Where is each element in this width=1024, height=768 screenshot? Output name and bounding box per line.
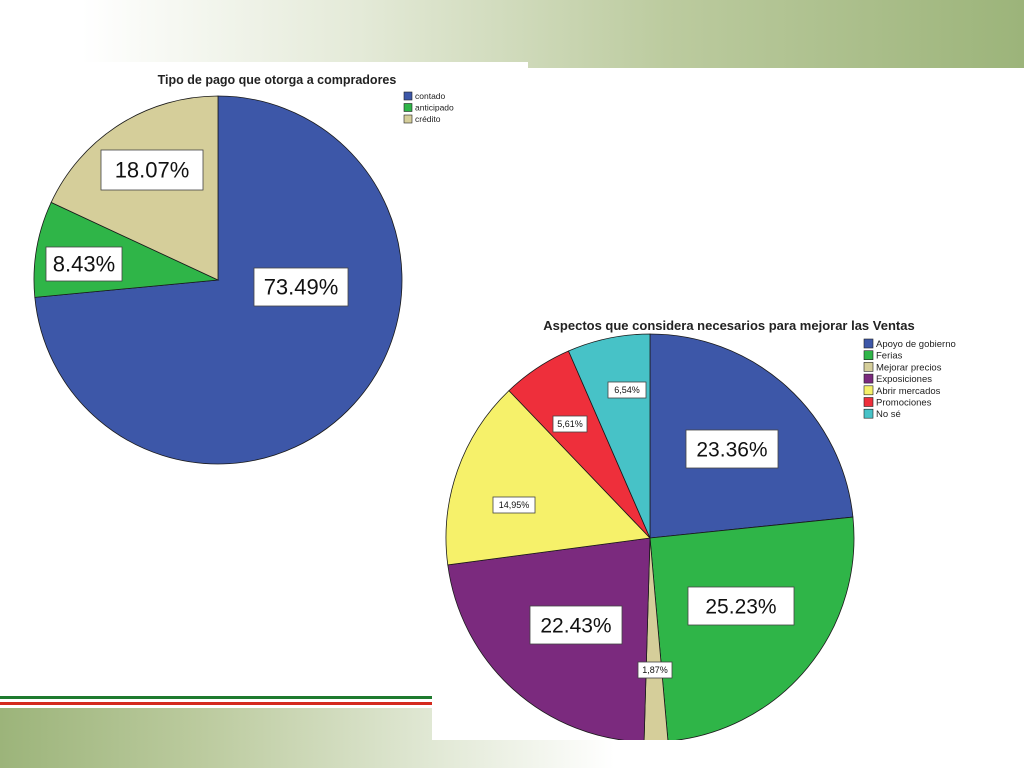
legend-swatch-ferias	[863, 350, 874, 361]
data-label-box-ferias	[687, 586, 795, 626]
green-stripe	[0, 696, 432, 699]
data-label-box-apoyo-de-gobierno	[685, 429, 779, 469]
chart-title: Aspectos que considera necesarios para m…	[543, 318, 914, 333]
legend-swatch-anticipado	[403, 103, 413, 112]
pie-chart-sales: Aspectos que considera necesarios para m…	[445, 318, 956, 740]
pie-chart-payment: Tipo de pago que otorga a compradores co…	[33, 73, 454, 465]
data-label-exposiciones: 22.43%	[540, 614, 611, 637]
legend-label-mejorar-precios: Mejorar precios	[876, 362, 942, 373]
legend-swatch-apoyo-de-gobierno	[863, 338, 874, 349]
legend-label-apoyo-de-gobierno: Apoyo de gobierno	[876, 339, 956, 350]
legend-label-exposiciones: Exposiciones	[876, 374, 932, 385]
legend-swatch-credito	[403, 114, 413, 124]
data-label-box-anticipado	[45, 246, 123, 282]
top-decorative-band	[0, 0, 1024, 68]
data-label-box-no-se	[607, 381, 647, 399]
data-label-box-abrir-mercados	[492, 496, 536, 514]
legend-swatch-contado	[403, 91, 413, 101]
data-label-box-exposiciones	[529, 605, 623, 645]
pie-slice-abrir-mercados	[445, 390, 651, 566]
legend-label-ferias: Ferias	[876, 351, 903, 362]
legend-swatch-mejorar-precios	[863, 362, 874, 372]
pie-slice-mejorar-precios	[643, 537, 669, 740]
legend-swatch-no-se	[863, 408, 874, 419]
legend-label-no-se: No sé	[876, 409, 901, 420]
data-label-box-promociones	[552, 415, 588, 433]
chart-title: Tipo de pago que otorga a compradores	[158, 73, 397, 87]
legend-label-promociones: Promociones	[876, 398, 932, 409]
data-label-ferias: 25.23%	[705, 595, 776, 618]
legend-label-abrir-mercados: Abrir mercados	[876, 386, 941, 397]
legend-label-credito: crédito	[415, 114, 441, 124]
legend-swatch-abrir-mercados	[863, 385, 874, 396]
data-label-no-se: 6,54%	[614, 385, 640, 395]
legend-label-contado: contado	[415, 91, 446, 101]
data-label-anticipado: 8.43%	[53, 252, 115, 277]
data-label-credito: 18.07%	[115, 158, 190, 183]
data-label-apoyo-de-gobierno: 23.36%	[696, 438, 767, 461]
data-label-box-contado	[253, 267, 349, 307]
pie-slice-ferias	[649, 516, 855, 740]
chart-panel-sales: Aspectos que considera necesarios para m…	[432, 308, 1024, 740]
legend-swatch-promociones	[863, 397, 874, 407]
data-label-abrir-mercados: 14,95%	[499, 500, 530, 510]
legend-label-anticipado: anticipado	[415, 103, 454, 113]
data-label-box-credito	[100, 149, 204, 191]
data-label-mejorar-precios: 1,87%	[642, 665, 668, 675]
data-label-contado: 73.49%	[264, 275, 339, 300]
data-label-box-mejorar-precios	[637, 661, 673, 679]
legend-swatch-exposiciones	[863, 373, 874, 384]
chart-panel-payment: Tipo de pago que otorga a compradores co…	[0, 62, 528, 502]
red-stripe	[0, 702, 432, 705]
data-label-promociones: 5,61%	[557, 419, 583, 429]
